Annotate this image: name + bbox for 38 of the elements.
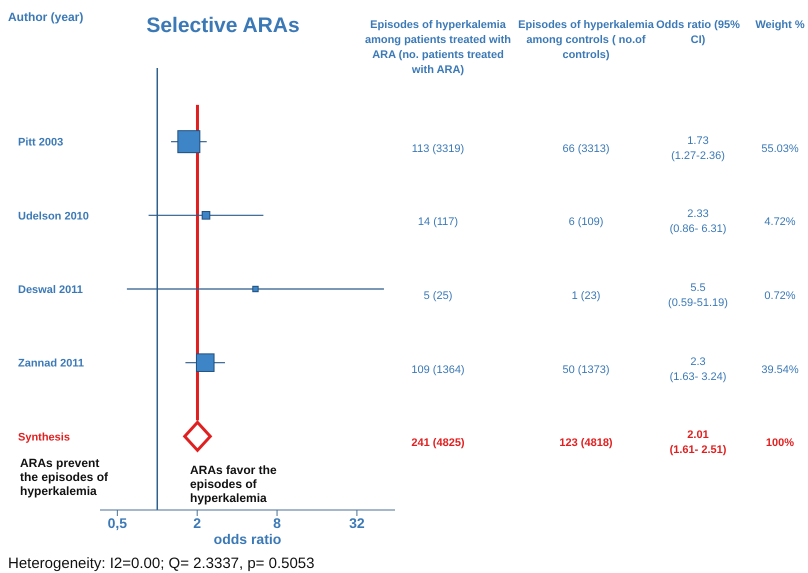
y-tick-label: Zannad 2011	[18, 358, 84, 370]
y-tick-label: Deswal 2011	[18, 284, 83, 296]
x-tick-label: 0,5	[108, 514, 128, 531]
x-tick-label: 8	[273, 514, 282, 531]
text: Odds ratio (95% CI)	[655, 18, 741, 48]
text: Heterogeneity: I2=0.00; Q= 2.3337, p= 0.5053	[8, 555, 314, 572]
text: 113 (3319)	[410, 142, 466, 157]
text: 2.3 (1.63- 3.24)	[668, 354, 728, 385]
text: Episodes of hyperkalemia among patients treated with ARA (no. patients treated with ARA)	[364, 18, 512, 78]
text: 241 (4825)	[410, 436, 466, 452]
y-tick-label: Pitt 2003	[18, 136, 64, 149]
text: 5.5 (0.59-51.19)	[667, 281, 729, 311]
text: 14 (117)	[416, 215, 460, 230]
text: 2.01 (1.61- 2.51)	[668, 428, 728, 458]
text: Weight %	[754, 18, 806, 33]
y-tick-label: Synthesis	[18, 431, 70, 444]
text: 109 (1364)	[410, 362, 466, 378]
text: 1.73 (1.27-2.36)	[670, 134, 726, 164]
x-tick-label: 2	[193, 514, 202, 531]
text: 6 (109)	[568, 215, 604, 230]
text: 5 (25)	[422, 289, 454, 304]
text: 4.72%	[763, 215, 797, 230]
text: Episodes of hyperkalemia among controls ( no.of controls)	[517, 18, 655, 63]
text: 0.72%	[763, 289, 797, 304]
text: 2.33 (0.86- 6.31)	[668, 207, 728, 238]
text: 50 (1373)	[561, 362, 611, 378]
text: 100%	[764, 436, 796, 452]
text: 55.03%	[760, 142, 800, 157]
text: 39.54%	[760, 362, 800, 378]
x-tick-label: 32	[349, 514, 365, 531]
text: 66 (3313)	[561, 142, 611, 157]
y-tick-label: Udelson 2010	[18, 210, 89, 222]
prevent-note: ARAs prevent the episodes of hyperkalemia	[20, 456, 110, 498]
chart-title: Selective ARAs	[145, 14, 301, 38]
text: 1 (23)	[570, 289, 602, 304]
x-axis-title: odds ratio	[214, 531, 282, 547]
text: 123 (4818)	[558, 436, 614, 452]
text: Author (year)	[8, 10, 84, 24]
